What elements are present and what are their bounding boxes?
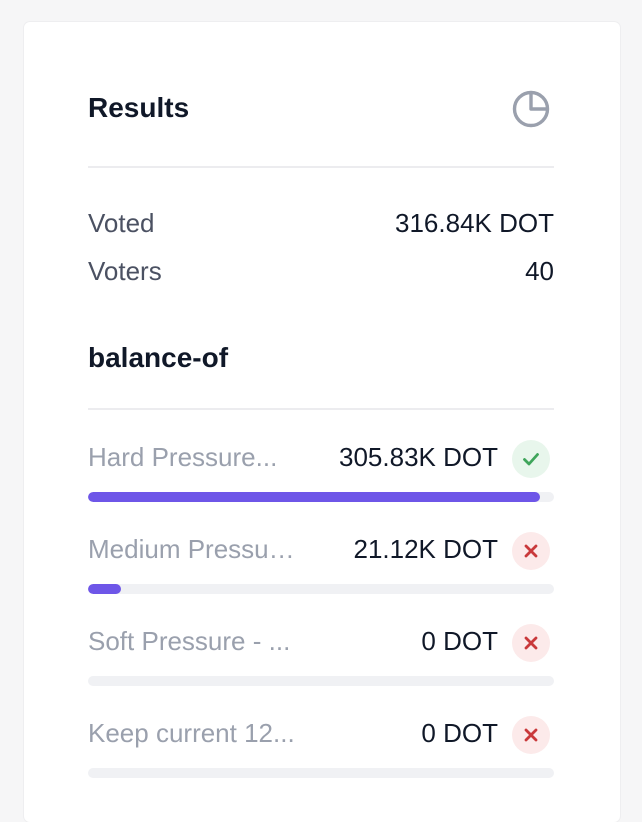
option-name: Soft Pressure - ...	[88, 626, 291, 656]
check-icon	[512, 440, 550, 478]
progress-track	[88, 492, 554, 502]
progress-track	[88, 584, 554, 594]
section-title: balance-of	[88, 342, 229, 373]
close-icon	[512, 532, 550, 570]
option-amount: 0 DOT	[421, 626, 498, 656]
option-row: Hard Pressure... 305.83K DOT	[88, 440, 554, 516]
option-row: Soft Pressure - ... 0 DOT	[88, 624, 554, 700]
voted-value: 316.84K DOT	[395, 208, 554, 238]
option-name: Medium Pressure...	[88, 534, 298, 564]
section-divider	[88, 408, 554, 410]
voted-label: Voted	[88, 208, 155, 238]
voters-label: Voters	[88, 256, 162, 286]
voters-row: Voters 40	[88, 256, 554, 290]
results-header: Results	[88, 88, 554, 132]
voted-row: Voted 316.84K DOT	[88, 208, 554, 242]
close-icon	[512, 624, 550, 662]
header-divider	[88, 166, 554, 168]
progress-fill	[88, 584, 121, 594]
progress-fill	[88, 492, 541, 502]
progress-track	[88, 676, 554, 686]
option-name: Hard Pressure...	[88, 442, 278, 472]
option-name: Keep current 12...	[88, 718, 295, 748]
voters-value: 40	[525, 256, 554, 286]
option-row: Medium Pressure... 21.12K DOT	[88, 532, 554, 608]
option-amount: 305.83K DOT	[339, 442, 498, 472]
results-card: Results Voted 316.84K DOT Voters 40 bala…	[24, 22, 620, 822]
option-amount: 21.12K DOT	[353, 534, 498, 564]
option-row: Keep current 12... 0 DOT	[88, 716, 554, 792]
close-icon	[512, 716, 550, 754]
option-amount: 0 DOT	[421, 718, 498, 748]
progress-track	[88, 768, 554, 778]
pie-chart-icon[interactable]	[510, 88, 552, 130]
results-title: Results	[88, 92, 190, 123]
